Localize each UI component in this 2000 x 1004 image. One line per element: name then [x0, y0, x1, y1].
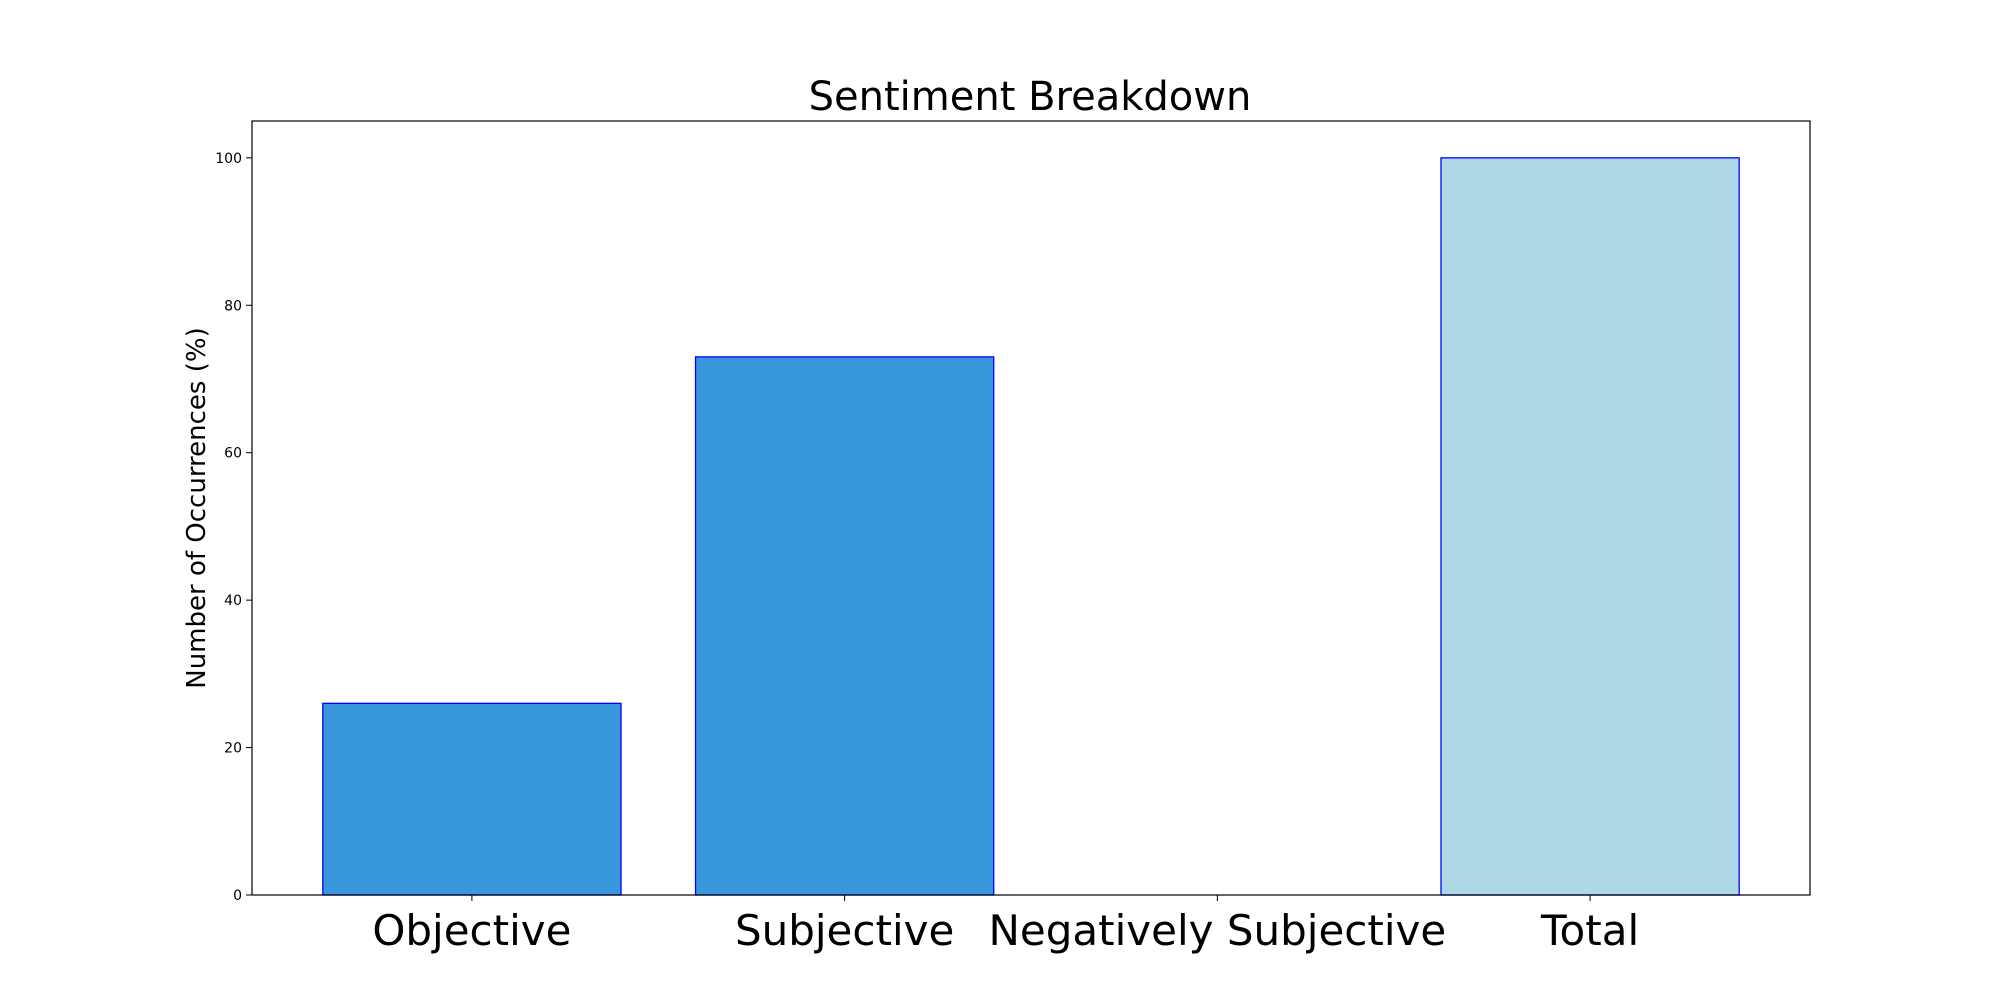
y-tick-label: 100 — [215, 151, 242, 167]
bar-subjective — [694, 356, 995, 896]
bar-objective — [322, 702, 622, 896]
y-axis-ticks: 0 20 40 60 80 100 — [215, 151, 252, 904]
x-tick-label: Subjective — [735, 906, 954, 955]
x-axis-ticks: Objective Subjective Negatively Subjective… — [372, 895, 1639, 955]
chart-title: Sentiment Breakdown — [809, 74, 1252, 120]
x-tick-label: Total — [1540, 906, 1639, 955]
x-tick-label: Objective — [372, 906, 571, 955]
y-axis-label: Number of Occurrences (%) — [182, 327, 212, 689]
y-tick-label: 20 — [224, 741, 242, 757]
bars — [322, 157, 1740, 896]
y-tick-label: 40 — [224, 593, 242, 609]
bar-total — [1440, 157, 1740, 896]
x-tick-label: Negatively Subjective — [988, 906, 1446, 955]
plot-area-frame — [251, 120, 1811, 896]
y-tick-label: 80 — [224, 298, 242, 314]
y-tick-label: 60 — [224, 446, 242, 462]
y-tick-label: 0 — [233, 888, 242, 904]
